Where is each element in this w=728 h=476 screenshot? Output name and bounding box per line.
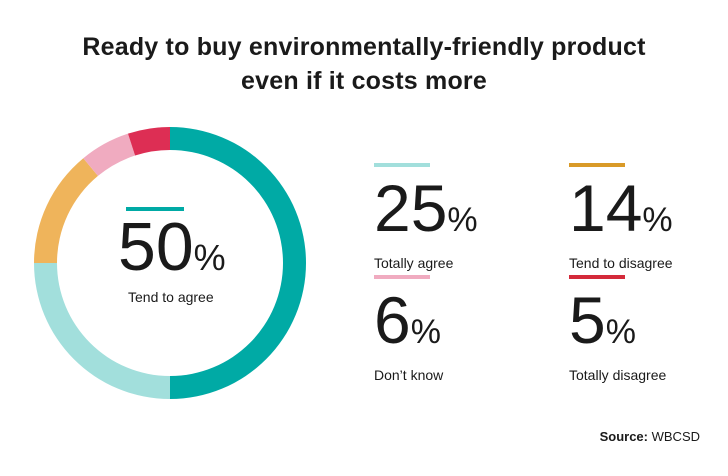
title-line-1: Ready to buy environmentally-friendly pr… bbox=[82, 33, 646, 61]
stat-value: 5% bbox=[569, 287, 728, 365]
donut-slice-totally-disagree bbox=[127, 127, 170, 156]
stat-value-number: 14 bbox=[569, 171, 643, 245]
stat-label: Don’t know bbox=[374, 367, 444, 383]
stat-totally-agree: 25% Totally agree bbox=[374, 163, 544, 271]
chart-title: Ready to buy environmentally-friendly pr… bbox=[0, 30, 728, 98]
stat-value-number: 5 bbox=[569, 283, 606, 357]
stat-value: 14% bbox=[569, 175, 728, 253]
stat-tend-to-disagree: 14% Tend to disagree bbox=[569, 163, 728, 271]
stat-label: Tend to disagree bbox=[569, 255, 673, 271]
stat-dont-know: 6% Don’t know bbox=[374, 275, 544, 383]
title-line-2: even if it costs more bbox=[241, 67, 487, 95]
donut-chart bbox=[34, 127, 306, 399]
center-value-unit: % bbox=[193, 237, 226, 278]
center-label: Tend to agree bbox=[128, 289, 214, 305]
stat-totally-disagree: 5% Totally disagree bbox=[569, 275, 728, 383]
stat-value-number: 6 bbox=[374, 283, 411, 357]
stat-value-unit: % bbox=[642, 201, 673, 239]
stat-color-bar bbox=[374, 275, 430, 279]
center-value-number: 50 bbox=[118, 209, 194, 285]
stat-value-number: 25 bbox=[374, 171, 448, 245]
source-prefix: Source: bbox=[599, 429, 648, 444]
center-accent-bar bbox=[126, 207, 184, 211]
stat-label: Totally disagree bbox=[569, 367, 667, 383]
donut-slice-tend-to-disagree bbox=[34, 158, 98, 263]
source-name: WBCSD bbox=[651, 429, 700, 444]
donut-slice-don-t-know bbox=[83, 133, 136, 176]
stat-color-bar bbox=[374, 163, 430, 167]
stat-color-bar bbox=[569, 275, 625, 279]
donut-slice-tend-to-agree bbox=[170, 127, 306, 399]
stat-label: Totally agree bbox=[374, 255, 454, 271]
stat-value-unit: % bbox=[410, 313, 441, 351]
source-note: Source: WBCSD bbox=[600, 429, 700, 444]
center-value: 50% bbox=[118, 207, 226, 298]
stat-color-bar bbox=[569, 163, 625, 167]
stat-value: 6% bbox=[374, 287, 544, 365]
donut-slice-totally-agree bbox=[34, 263, 170, 399]
stat-value: 25% bbox=[374, 175, 544, 253]
stat-value-unit: % bbox=[447, 201, 478, 239]
stat-value-unit: % bbox=[605, 313, 636, 351]
